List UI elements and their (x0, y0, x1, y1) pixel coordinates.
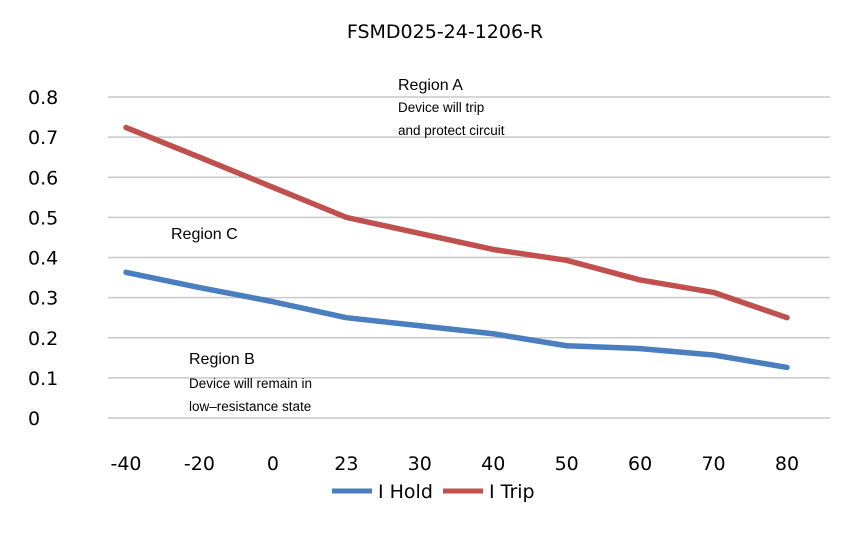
x-axis-ticks: -40 -20 0 23 30 40 50 60 70 80 (110, 453, 799, 475)
y-tick-label: 0.7 (28, 127, 58, 149)
y-tick-label: 0.2 (28, 328, 58, 350)
annotation-title: Region B (189, 351, 255, 368)
annotation-region-a: Region A Device will trip and protect ci… (398, 77, 505, 138)
annotation-region-b: Region B Device will remain in low–resis… (189, 351, 312, 414)
annotation-line: Device will trip (398, 100, 484, 115)
legend-label-trip: I Trip (489, 481, 535, 503)
series-line-i-hold (123, 269, 790, 371)
x-tick-label: -40 (110, 453, 141, 475)
gridlines (108, 96, 830, 419)
series-line-i-trip (123, 124, 790, 321)
legend: I Hold I Trip (332, 481, 535, 503)
x-tick-label: 50 (555, 453, 579, 475)
annotation-region-c: Region C (171, 226, 238, 243)
y-tick-label: 0.8 (28, 87, 58, 109)
x-tick-label: 60 (628, 453, 652, 475)
y-tick-label: 0.5 (28, 207, 58, 229)
series-lines (123, 124, 790, 371)
annotation-line: and protect circuit (398, 123, 505, 138)
x-tick-label: -20 (184, 453, 215, 475)
y-tick-label: 0.4 (28, 248, 58, 270)
x-tick-label: 30 (408, 453, 432, 475)
chart-title: FSMD025-24-1206-R (347, 21, 543, 43)
y-tick-label: 0 (28, 408, 40, 430)
legend-label-hold: I Hold (378, 481, 433, 503)
y-tick-label: 0.6 (28, 167, 58, 189)
annotation-title: Region A (398, 77, 463, 94)
y-axis-ticks: 0 0.1 0.2 0.3 0.4 0.5 0.6 0.7 0.8 (28, 87, 58, 430)
y-tick-label: 0.3 (28, 288, 58, 310)
x-tick-label: 70 (701, 453, 725, 475)
x-tick-label: 0 (267, 453, 279, 475)
x-tick-label: 40 (481, 453, 505, 475)
annotation-title: Region C (171, 226, 238, 243)
annotation-line: low–resistance state (189, 399, 311, 414)
x-tick-label: 80 (775, 453, 799, 475)
x-tick-label: 23 (334, 453, 358, 475)
y-tick-label: 0.1 (28, 368, 58, 390)
annotation-line: Device will remain in (189, 376, 312, 391)
